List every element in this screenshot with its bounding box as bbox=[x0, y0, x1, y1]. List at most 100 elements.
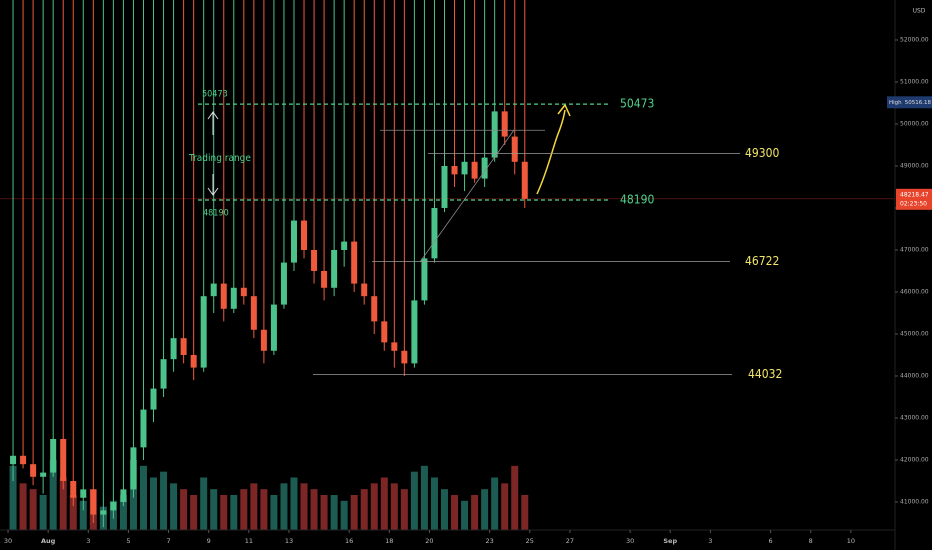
candle-body bbox=[511, 136, 518, 162]
volume-bar bbox=[210, 489, 218, 530]
volume-bar bbox=[491, 477, 499, 530]
candle-body bbox=[441, 165, 448, 208]
volume-bar bbox=[260, 489, 268, 530]
volume-bar bbox=[370, 483, 378, 530]
candle-body bbox=[170, 338, 177, 360]
candle-body bbox=[210, 283, 217, 297]
level-label: 49300 bbox=[745, 146, 779, 160]
y-tick-label: 50000.00 bbox=[900, 120, 929, 127]
y-tick-label: 42000.00 bbox=[900, 456, 929, 463]
volume-bar bbox=[139, 465, 147, 530]
candle-body bbox=[331, 249, 338, 288]
annotation-text: Trading range bbox=[188, 153, 251, 164]
x-tick-label: Aug bbox=[41, 537, 56, 545]
volume-bar bbox=[170, 483, 178, 530]
volume-bar bbox=[330, 495, 338, 530]
currency-label: USD bbox=[913, 8, 926, 15]
candle-body bbox=[280, 262, 287, 305]
volume-bar bbox=[49, 460, 57, 530]
volume-bar bbox=[521, 495, 529, 530]
x-tick-label: 9 bbox=[207, 537, 211, 545]
x-tick-label: 11 bbox=[245, 537, 253, 545]
y-tick-label: 46000.00 bbox=[900, 288, 929, 295]
x-tick-label: 20 bbox=[425, 537, 433, 545]
candle-body bbox=[401, 350, 408, 364]
price-badge bbox=[896, 188, 932, 210]
level-label: 48190 bbox=[620, 193, 654, 207]
candle-body bbox=[411, 300, 418, 364]
candle-body bbox=[110, 501, 117, 511]
candle-body bbox=[190, 354, 197, 368]
y-tick-label: 41000.00 bbox=[900, 498, 929, 505]
x-tick-label: 30 bbox=[626, 537, 634, 545]
volume-bar bbox=[310, 489, 318, 530]
volume-bar bbox=[150, 477, 158, 530]
level-label-left: 50473 bbox=[202, 90, 228, 100]
y-tick-label: 51000.00 bbox=[900, 78, 929, 85]
volume-bar bbox=[119, 495, 127, 530]
y-tick-label: 47000.00 bbox=[900, 246, 929, 253]
candle-body bbox=[351, 241, 358, 284]
down-arrow-head bbox=[207, 187, 219, 196]
curved-arrow bbox=[536, 109, 566, 195]
candle-body bbox=[321, 270, 328, 288]
volume-bar bbox=[380, 477, 388, 530]
volume-bar bbox=[9, 465, 17, 530]
candle-body bbox=[10, 455, 17, 465]
candle-body bbox=[341, 241, 348, 250]
x-tick-label: 30 bbox=[4, 537, 12, 545]
up-arrow-head bbox=[207, 111, 219, 120]
candle-body bbox=[311, 249, 318, 271]
level-label-left: 48190 bbox=[203, 209, 229, 219]
candle-body bbox=[381, 321, 388, 343]
candle-body bbox=[120, 489, 127, 502]
volume-bar bbox=[471, 495, 479, 530]
candle-body bbox=[70, 480, 77, 498]
candle-body bbox=[40, 472, 47, 477]
volume-bar bbox=[240, 489, 248, 530]
y-tick-label: 45000.00 bbox=[900, 330, 929, 337]
candle-body bbox=[481, 157, 488, 179]
volume-bar bbox=[19, 483, 27, 530]
candle-body bbox=[90, 489, 97, 515]
candle-body bbox=[421, 258, 428, 301]
high-badge-label: High bbox=[889, 100, 902, 106]
volume-bar bbox=[511, 465, 519, 530]
y-tick-label: 43000.00 bbox=[900, 414, 929, 421]
candle-body bbox=[130, 447, 137, 490]
volume-bar bbox=[451, 495, 459, 530]
candle-body bbox=[521, 161, 528, 199]
volume-bar bbox=[200, 477, 208, 530]
annotation-layer: Trading range 50473 50473 48190 48190 49300 4… bbox=[188, 90, 782, 382]
x-tick-label: 23 bbox=[486, 537, 494, 545]
volume-bar bbox=[440, 489, 448, 530]
candle-body bbox=[371, 296, 378, 322]
level-label: 50473 bbox=[620, 97, 654, 111]
candle-body bbox=[431, 207, 438, 259]
candle-body bbox=[60, 438, 67, 481]
price-badge-countdown: 02:23:50 bbox=[900, 200, 927, 207]
volume-bar bbox=[501, 483, 509, 530]
volume-bar bbox=[190, 495, 198, 530]
high-badge-value: 50516.18 bbox=[905, 100, 932, 106]
volume-bar bbox=[420, 465, 428, 530]
arrow-head bbox=[557, 103, 571, 117]
y-tick-label: 52000.00 bbox=[900, 36, 929, 43]
volume-bar bbox=[59, 477, 67, 530]
volume-bar bbox=[461, 500, 469, 530]
volume-bar bbox=[29, 489, 37, 530]
volume-bar bbox=[160, 471, 168, 530]
volume-bar bbox=[79, 500, 87, 530]
candle-body bbox=[20, 455, 27, 465]
candle-body bbox=[391, 342, 398, 351]
x-tick-label: 13 bbox=[285, 537, 293, 545]
price-badge-value: 48218.47 bbox=[900, 191, 929, 198]
candle-body bbox=[461, 161, 468, 175]
candle-body bbox=[30, 464, 37, 477]
candle-body bbox=[50, 438, 57, 473]
volume-bar bbox=[340, 500, 348, 530]
volume-bar bbox=[180, 489, 188, 530]
candle-body bbox=[290, 220, 297, 263]
volume-bar bbox=[320, 495, 328, 530]
